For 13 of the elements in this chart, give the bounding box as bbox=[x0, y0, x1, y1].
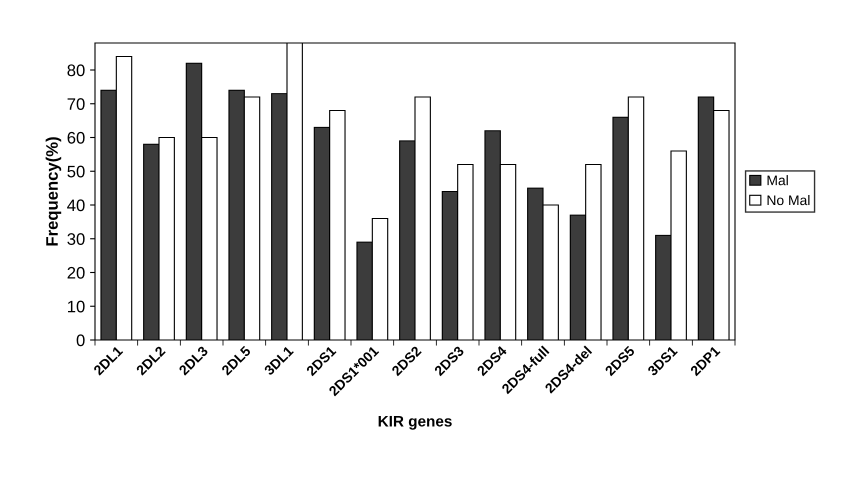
x-axis-title: KIR genes bbox=[378, 416, 452, 430]
legend-label: Mal bbox=[768, 175, 788, 186]
legend-label: No Mal bbox=[768, 194, 810, 206]
y-tick-label: 50 bbox=[67, 166, 85, 178]
y-tick-label: 0 bbox=[76, 334, 85, 346]
y-tick-label: 20 bbox=[68, 266, 85, 279]
y-tick-label: 70 bbox=[68, 98, 85, 110]
y-tick-label: 80 bbox=[67, 64, 85, 76]
y-tick-label: 40 bbox=[67, 199, 85, 212]
y-tick-label: 60 bbox=[68, 132, 85, 144]
y-tick-label: 10 bbox=[68, 300, 85, 312]
y-axis-title: Frequency(%) bbox=[46, 137, 62, 246]
y-tick-label: 30 bbox=[67, 233, 85, 245]
